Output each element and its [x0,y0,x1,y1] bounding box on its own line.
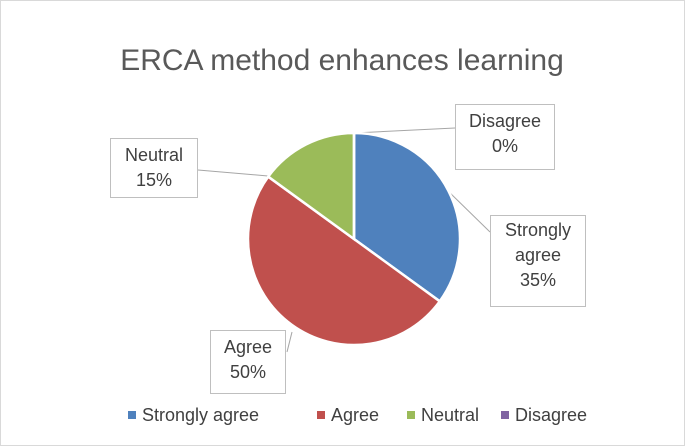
data-label-value: 0% [491,136,518,156]
legend-swatch [128,411,136,419]
data-label-value: 15% [135,170,173,190]
legend-label: Agree [331,405,379,425]
legend-label: Strongly agree [142,405,259,425]
chart-title: ERCA method enhances learning [120,44,564,77]
pie-slice [352,131,462,304]
pie-slice [266,131,356,242]
data-label: Neutral 15% [110,138,198,198]
leader-line [286,331,293,353]
data-label-value: 50% [229,362,267,382]
pie-slice [246,174,442,347]
leader-line [446,189,491,233]
data-label-category: Strongly agree [504,220,572,265]
data-label: Strongly agree 35% [490,215,586,307]
data-label: Agree 50% [210,330,286,394]
legend-label: Disagree [515,405,587,425]
legend-swatch [407,411,415,419]
data-label: Disagree 0% [455,104,555,170]
legend-label: Neutral [421,405,479,425]
legend-swatch [317,411,325,419]
data-label-category: Disagree [468,111,542,131]
data-label-category: Neutral [124,145,184,165]
legend-swatch [501,411,509,419]
leader-line [353,127,456,134]
data-label-category: Agree [223,337,273,357]
data-label-value: 35% [519,270,557,290]
leader-line [197,169,269,177]
